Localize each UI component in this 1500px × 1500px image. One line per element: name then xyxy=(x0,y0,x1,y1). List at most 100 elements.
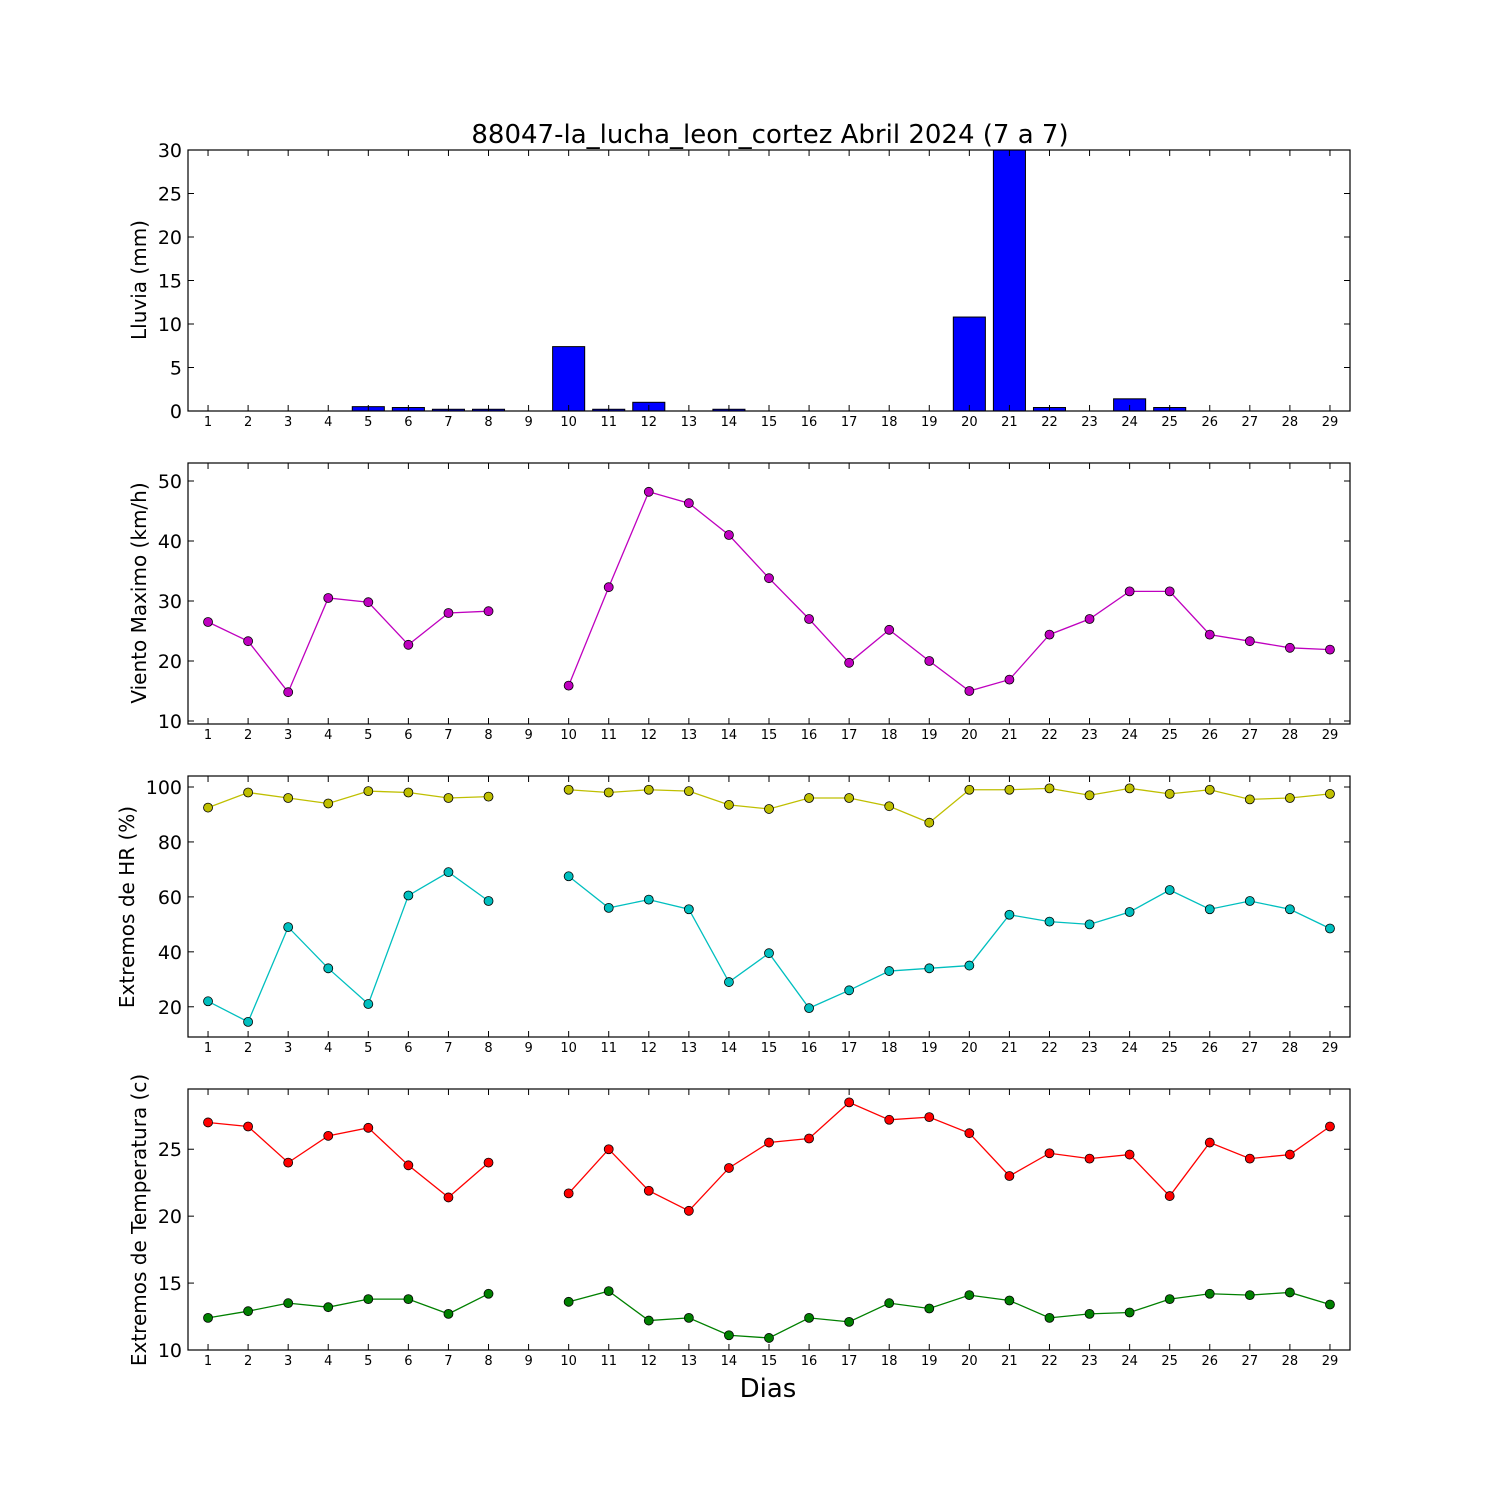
x-tick-label: 3 xyxy=(284,1041,292,1056)
x-tick-label: 2 xyxy=(244,1041,252,1056)
x-tick-label: 20 xyxy=(961,1354,978,1369)
series-line xyxy=(207,871,489,1023)
x-tick-label: 3 xyxy=(284,728,292,743)
rain-bar xyxy=(552,346,586,411)
x-tick-label: 27 xyxy=(1242,1041,1259,1056)
data-point xyxy=(683,786,694,797)
x-tick-label: 10 xyxy=(560,415,577,430)
y-tick-label: 10 xyxy=(158,1340,182,1362)
panel-temperatura-ylabel: Extremos de Temperatura (c) xyxy=(127,1074,151,1366)
data-point xyxy=(844,1097,855,1108)
data-point xyxy=(1244,794,1255,805)
y-tick-label: 15 xyxy=(158,1273,182,1295)
data-point xyxy=(283,687,294,698)
data-point xyxy=(563,1296,574,1307)
x-tick-label: 28 xyxy=(1282,415,1299,430)
data-point xyxy=(443,1192,454,1203)
rain-bar xyxy=(1113,398,1147,411)
panel-lluvia: Lluvia (mm) 1 2 3 4 5 6 7 8 9 10 11 12 13 14 15 16 17 18 1… xyxy=(127,140,1351,430)
x-tick-label: 11 xyxy=(600,1354,617,1369)
data-point xyxy=(1204,629,1215,640)
data-point xyxy=(724,977,734,987)
data-point xyxy=(403,1160,414,1171)
series-line xyxy=(568,875,1331,1009)
series-line xyxy=(207,597,489,694)
data-point xyxy=(643,894,654,905)
data-point xyxy=(363,1294,374,1305)
x-tick-label: 15 xyxy=(761,415,778,430)
x-tick-label: 16 xyxy=(801,1354,818,1369)
y-tick-label: 5 xyxy=(170,358,182,380)
x-tick-label: 3 xyxy=(284,1354,292,1369)
data-point xyxy=(323,593,334,603)
data-point xyxy=(563,871,574,882)
data-point xyxy=(323,963,334,974)
y-tick-label: 100 xyxy=(146,777,182,799)
data-point xyxy=(363,999,374,1009)
data-point xyxy=(643,784,654,795)
data-point xyxy=(643,1185,654,1196)
x-tick-label: 25 xyxy=(1161,1354,1178,1369)
series-line xyxy=(207,790,489,809)
x-tick-label: 28 xyxy=(1282,1354,1299,1369)
data-point xyxy=(243,787,254,798)
x-tick-label: 26 xyxy=(1201,728,1218,743)
data-point xyxy=(964,1128,975,1139)
y-tick-label: 20 xyxy=(158,997,182,1019)
data-point xyxy=(1244,1290,1255,1301)
data-point xyxy=(1204,1137,1215,1148)
data-point xyxy=(363,1122,374,1133)
data-point xyxy=(924,1112,935,1123)
data-point xyxy=(1244,636,1255,647)
data-point xyxy=(1004,784,1015,795)
x-tick-label: 8 xyxy=(484,1354,492,1369)
x-tick-label: 10 xyxy=(560,728,577,743)
x-tick-label: 8 xyxy=(484,415,492,430)
x-tick-label: 3 xyxy=(284,415,292,430)
data-point xyxy=(1164,586,1175,597)
data-point xyxy=(1325,1121,1335,1132)
data-point xyxy=(323,1130,334,1141)
x-tick-label: 4 xyxy=(324,415,332,430)
x-tick-label: 19 xyxy=(921,1041,938,1056)
x-tick-label: 19 xyxy=(921,415,938,430)
series-line xyxy=(568,787,1331,824)
x-tick-label: 1 xyxy=(204,1041,212,1056)
rain-bar xyxy=(952,316,986,411)
y-tick-label: 10 xyxy=(158,314,182,336)
x-tick-label: 4 xyxy=(324,1041,332,1056)
data-point xyxy=(964,960,975,971)
data-point xyxy=(483,896,494,906)
panel-viento: Viento Maximo (km/h) 1 2 3 4 5 6 7 8 9 10 11 12 13 14… xyxy=(127,462,1351,743)
panel-humedad-ylabel: Extremos de HR (%) xyxy=(115,806,139,1008)
data-point xyxy=(1204,784,1215,795)
x-tick-label: 7 xyxy=(444,1354,452,1369)
data-point xyxy=(964,1290,975,1301)
x-tick-label: 1 xyxy=(204,728,212,743)
data-point xyxy=(764,573,774,584)
y-tick-label: 40 xyxy=(158,942,182,964)
x-tick-label: 14 xyxy=(721,728,738,743)
data-point xyxy=(443,867,454,878)
data-point xyxy=(443,608,454,618)
x-tick-label: 4 xyxy=(324,1354,332,1369)
x-tick-label: 7 xyxy=(444,415,452,430)
x-tick-label: 2 xyxy=(244,1354,252,1369)
data-point xyxy=(764,804,774,814)
data-point xyxy=(804,1312,814,1323)
x-tick-label: 10 xyxy=(560,1354,577,1369)
x-tick-label: 13 xyxy=(681,728,698,743)
y-tick-label: 50 xyxy=(158,471,182,493)
x-tick-label: 10 xyxy=(560,1041,577,1056)
data-point xyxy=(283,793,294,803)
data-point xyxy=(724,530,734,540)
plot-area xyxy=(203,783,1335,1027)
data-point xyxy=(964,686,975,696)
x-tick-label: 9 xyxy=(524,1354,532,1369)
x-tick-label: 15 xyxy=(761,1041,778,1056)
data-point xyxy=(1325,644,1335,655)
data-point xyxy=(844,657,855,668)
x-tick-label: 23 xyxy=(1081,1354,1098,1369)
data-point xyxy=(1124,586,1135,597)
data-point xyxy=(403,639,414,650)
